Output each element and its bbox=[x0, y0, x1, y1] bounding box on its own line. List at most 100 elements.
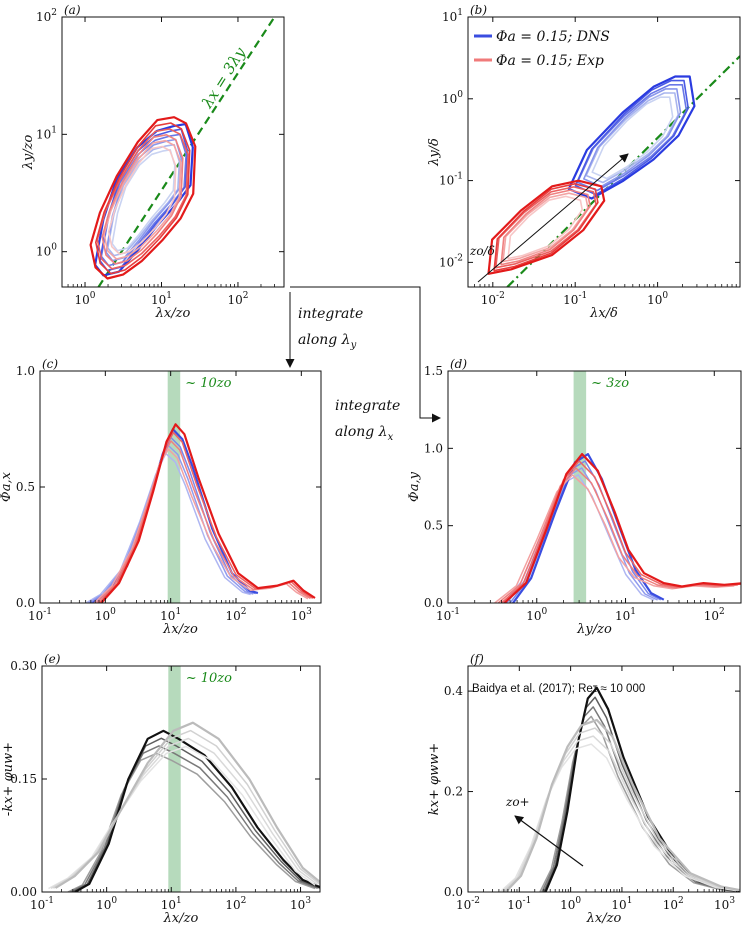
panel-tag: (c) bbox=[42, 357, 58, 371]
x-tick-label: 10-1 bbox=[563, 291, 587, 307]
x-tick-label: 102 bbox=[663, 896, 684, 912]
legend-label: Φa = 0.15; DNS bbox=[496, 29, 610, 45]
y-axis-label: Φa,x bbox=[0, 471, 14, 502]
panel-tag: (a) bbox=[64, 3, 81, 17]
plot-area-f bbox=[499, 686, 740, 892]
y-tick-label: 0.30 bbox=[10, 659, 37, 673]
arrow-text-along-2: along λ bbox=[335, 424, 388, 440]
y-tick-label: 0.0 bbox=[424, 596, 443, 610]
y-tick-label: 101 bbox=[36, 125, 57, 141]
x-axis-label: λx/δ bbox=[589, 306, 618, 321]
x-axis-label: λx/zo bbox=[162, 622, 198, 637]
x-tick-label: 10-1 bbox=[507, 896, 531, 912]
y-tick-label: 0.5 bbox=[16, 480, 35, 494]
series-line-lightest bbox=[48, 745, 316, 890]
contour-exp-contours bbox=[103, 139, 182, 260]
contour-exp-contours bbox=[89, 116, 197, 280]
y-tick-label: 0.0 bbox=[444, 885, 463, 899]
series-line-darkest bbox=[72, 737, 320, 892]
connecting-annotations: integrate along λy integrate along λx bbox=[285, 286, 441, 443]
contour-dns-contours bbox=[585, 92, 680, 184]
panel-tag: (f) bbox=[470, 652, 484, 666]
series-line-exp bbox=[100, 423, 316, 603]
x-tick-label: 102 bbox=[227, 291, 248, 307]
panel-tag: (b) bbox=[470, 3, 487, 17]
y-tick-label: 0.00 bbox=[10, 885, 37, 899]
plot-area-c bbox=[85, 371, 316, 603]
zo-delta-arrow bbox=[477, 153, 629, 283]
y-axis-label: λy/δ bbox=[427, 138, 442, 167]
zo-plus-arrow bbox=[514, 815, 584, 867]
y-axis-label: λy/zo bbox=[21, 135, 36, 171]
y-axis-label: kx+ φww+ bbox=[427, 743, 442, 815]
contour-exp-contours bbox=[502, 192, 589, 263]
y-tick-label: 100 bbox=[36, 243, 57, 259]
contour-exp-contours bbox=[500, 189, 591, 266]
x-tick-label: 103 bbox=[714, 896, 735, 912]
band-label: ~ 10zo bbox=[185, 376, 231, 391]
contour-dns-contours bbox=[591, 96, 674, 180]
series-line-lightest bbox=[499, 743, 737, 892]
panel-tag: (d) bbox=[450, 357, 467, 371]
highlight-band bbox=[573, 371, 587, 603]
x-tick-label: 100 bbox=[647, 291, 668, 307]
x-tick-label: 103 bbox=[290, 896, 311, 912]
plot-area-e bbox=[48, 666, 320, 892]
contour-exp-contours bbox=[507, 195, 583, 260]
x-tick-label: 10-1 bbox=[30, 896, 54, 912]
panel-b: 10-2 10-1 100 10-2 10-1 100 101 λx/δ λy/δ (b) zo/δ… bbox=[427, 3, 741, 321]
contour-exp-contours bbox=[101, 134, 184, 265]
y-tick-label: 0.0 bbox=[16, 596, 35, 610]
x-axis-label: λx/zo bbox=[586, 911, 622, 926]
y-tick-label: 10-1 bbox=[439, 172, 463, 188]
x-tick-label: 102 bbox=[225, 896, 246, 912]
x-tick-label: 100 bbox=[526, 607, 547, 623]
x-axis-label: λx/zo bbox=[163, 911, 199, 926]
x-tick-label: 101 bbox=[611, 896, 632, 912]
series-line-lightest bbox=[504, 718, 740, 892]
y-tick-label: 0.5 bbox=[424, 519, 443, 533]
panel-title: Baidya et al. (2017); Reτ ≈ 10 000 bbox=[472, 683, 645, 695]
y-tick-label: 0.15 bbox=[10, 772, 37, 786]
series-line-lightest bbox=[501, 735, 739, 892]
svg-text:along λy: along λy bbox=[298, 332, 357, 351]
series-line-darkest bbox=[541, 706, 739, 892]
y-axis-label: Φa,y bbox=[407, 471, 422, 502]
x-tick-label: 100 bbox=[96, 896, 117, 912]
panel-d: 10-1 100 101 102 0.0 0.5 1.0 1.5 λy/zo Φa,y (d) ~ 3… bbox=[407, 357, 742, 637]
arrow-sub-y: y bbox=[350, 340, 357, 351]
contour-exp-contours bbox=[487, 179, 606, 275]
band-label: ~ 10zo bbox=[186, 671, 232, 686]
axes-frame bbox=[39, 370, 322, 604]
x-tick-label: 103 bbox=[291, 607, 312, 623]
x-tick-label: 100 bbox=[560, 896, 581, 912]
contour-dns-contours bbox=[107, 143, 181, 257]
plot-area-a bbox=[89, 17, 276, 287]
contour-exp-contours bbox=[107, 145, 177, 255]
panel-e: 10-1 100 101 102 103 0.00 0.15 0.30 λx/zo -kx+ φu… bbox=[1, 652, 321, 926]
arrow-integrate-x bbox=[290, 286, 441, 423]
plot-area-b bbox=[487, 55, 740, 287]
x-tick-label: 102 bbox=[225, 607, 246, 623]
x-tick-label: 101 bbox=[161, 896, 182, 912]
contour-exp-contours bbox=[96, 128, 189, 270]
series-line-darkest bbox=[67, 752, 316, 892]
series-line-darkest bbox=[543, 696, 740, 892]
axes-frame bbox=[61, 16, 285, 288]
y-tick-label: 100 bbox=[442, 90, 463, 106]
contour-dns-contours bbox=[583, 88, 682, 188]
x-axis-label: λx/zo bbox=[155, 306, 191, 321]
y-tick-label: 10-2 bbox=[439, 253, 463, 269]
annotation-text: zo+ bbox=[505, 795, 530, 809]
panel-a: 100 101 102 100 101 102 λx/zo λy/zo (a) λx = 3λy bbox=[21, 3, 285, 321]
reference-line bbox=[506, 55, 740, 287]
x-tick-label: 100 bbox=[95, 607, 116, 623]
panel-f: 10-2 10-1 100 101 102 103 0.0 0.2 0.4 λx/zo kx+ φw… bbox=[427, 652, 741, 926]
x-tick-label: 10-2 bbox=[456, 896, 480, 912]
band-label: ~ 3zo bbox=[591, 376, 629, 391]
x-tick-label: 10-1 bbox=[28, 607, 52, 623]
plot-area-d bbox=[494, 371, 741, 603]
axes-frame bbox=[467, 16, 741, 288]
contour-exp-contours bbox=[95, 122, 191, 275]
